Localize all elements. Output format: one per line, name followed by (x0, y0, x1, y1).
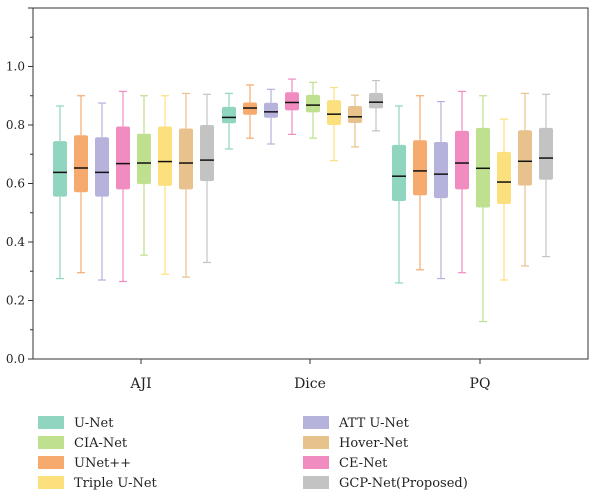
box (518, 130, 532, 186)
box-series (53, 78, 553, 323)
box (285, 92, 299, 111)
box (369, 92, 383, 109)
legend-swatch (38, 416, 64, 429)
box (392, 144, 406, 202)
plot-axes: 0.0 0.2 0.4 0.6 0.8 1.0 AJI Dice PQ (6, 7, 589, 392)
y-tick-label: 0.0 (6, 352, 25, 366)
box (222, 106, 236, 124)
legend-swatch (38, 456, 64, 469)
legend-label: Hover-Net (339, 436, 409, 451)
legend-label: ATT U-Net (338, 416, 410, 431)
box (539, 127, 553, 180)
x-category-label: AJI (129, 376, 151, 392)
legend-label: Triple U-Net (74, 476, 158, 491)
legend-label: GCP-Net(Proposed) (339, 476, 468, 491)
box (264, 102, 278, 118)
box (455, 130, 469, 190)
legend-swatch (303, 436, 329, 449)
legend-swatch (303, 456, 329, 469)
y-tick-label: 0.2 (6, 294, 25, 308)
box (116, 126, 130, 190)
box (434, 141, 448, 199)
box (53, 141, 67, 197)
box (497, 151, 511, 204)
box (348, 105, 362, 123)
y-tick-label: 0.6 (6, 177, 25, 191)
legend-label: CIA-Net (74, 436, 128, 451)
legend-swatch (38, 476, 64, 489)
legend: U-Net ATT U-Net CIA-Net Hover-Net UNet++ CE-N… (38, 416, 468, 491)
legend-label: U-Net (74, 416, 114, 431)
legend-swatch (38, 436, 64, 449)
y-tick-label: 1.0 (6, 60, 25, 74)
x-category-label: PQ (470, 376, 491, 392)
x-category-label: Dice (294, 376, 326, 392)
box (200, 125, 214, 182)
legend-label: CE-Net (339, 456, 388, 471)
box (95, 137, 109, 197)
y-tick-label: 0.8 (6, 118, 25, 132)
box (413, 140, 427, 196)
box (158, 126, 172, 186)
box (74, 135, 88, 193)
legend-swatch (303, 416, 329, 429)
legend-swatch (303, 476, 329, 489)
box (179, 128, 193, 190)
y-tick-label: 0.4 (6, 235, 25, 249)
legend-label: UNet++ (74, 456, 131, 471)
box (137, 133, 151, 185)
box (327, 100, 341, 125)
box (306, 94, 320, 113)
